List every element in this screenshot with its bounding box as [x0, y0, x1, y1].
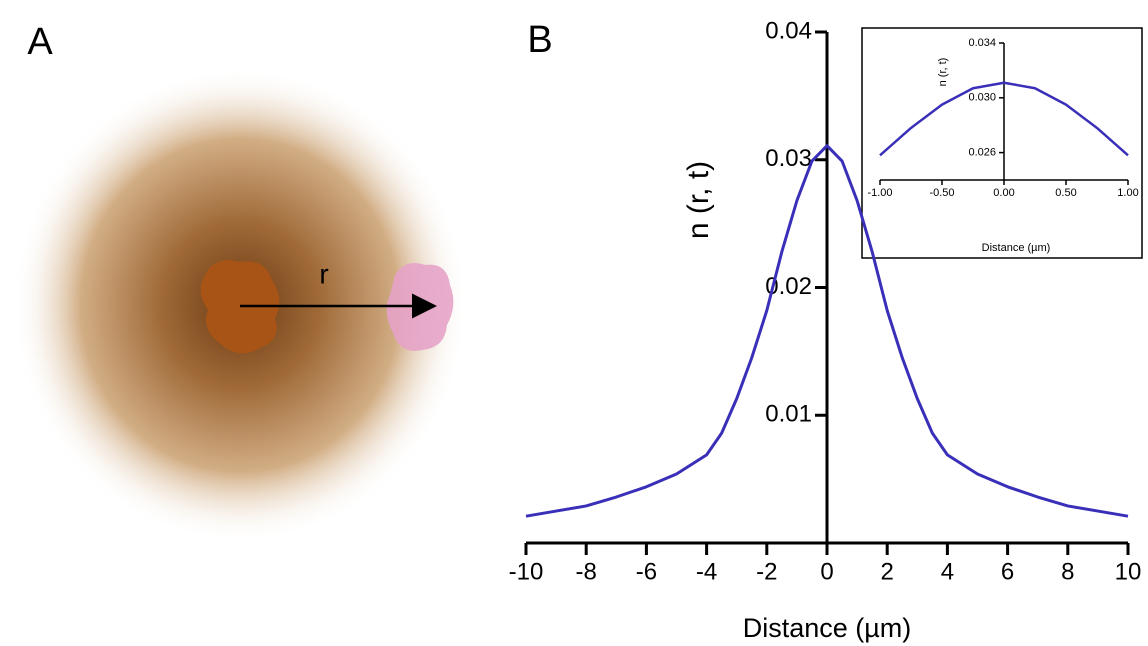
x-tick-label: -2	[756, 558, 777, 585]
x-tick-label: -6	[636, 558, 657, 585]
x-tick-label: 10	[1115, 558, 1142, 585]
x-tick-label: -1.00	[867, 187, 892, 199]
data-line	[879, 81, 1129, 157]
arrow-label: r	[319, 258, 328, 289]
y-axis-label: n (r, t)	[682, 161, 715, 239]
y-tick-label: 0.03	[765, 145, 812, 172]
x-tick-label: 8	[1061, 558, 1074, 585]
y-tick-label: 0.01	[765, 401, 812, 428]
x-axis-label: Distance (µm)	[982, 242, 1051, 254]
x-tick-label: 2	[881, 558, 894, 585]
x-tick-label: -0.50	[929, 187, 954, 199]
y-tick-label: 0.030	[968, 92, 996, 104]
x-tick-label: -10	[509, 558, 544, 585]
inset-frame	[861, 27, 1143, 259]
y-tick-label: 0.026	[968, 147, 996, 159]
x-tick-label: -8	[576, 558, 597, 585]
y-tick-label: 0.04	[765, 17, 812, 44]
panel-a: r A	[12, 21, 468, 543]
panel-label: B	[527, 19, 552, 61]
x-tick-label: 4	[941, 558, 954, 585]
y-tick-label: 0.034	[968, 37, 996, 49]
data-line	[525, 144, 1129, 518]
x-tick-label: -4	[696, 558, 717, 585]
panel-label: A	[27, 21, 53, 63]
x-tick-label: 6	[1001, 558, 1014, 585]
x-tick-label: 0.00	[993, 187, 1014, 199]
x-tick-label: 1.00	[1117, 187, 1138, 199]
x-axis-label: Distance (µm)	[743, 613, 912, 643]
x-tick-label: 0.50	[1055, 187, 1076, 199]
x-tick-label: 0	[820, 558, 833, 585]
y-axis-label: n (r, t)	[937, 58, 949, 87]
